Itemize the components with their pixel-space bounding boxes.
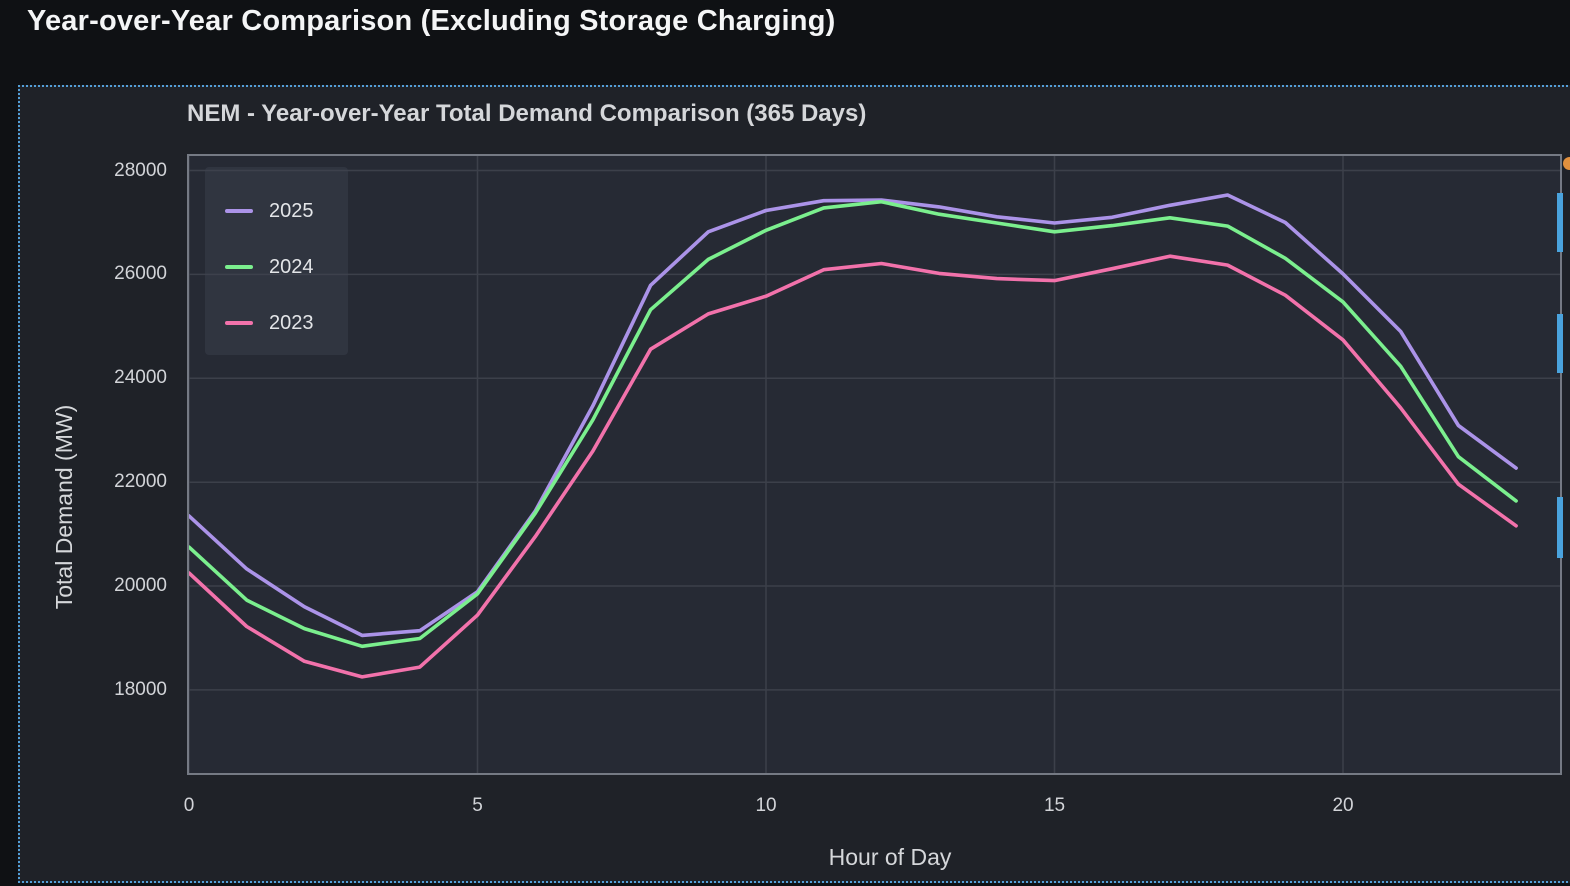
legend-label: 2025: [269, 199, 314, 222]
x-axis-label: Hour of Day: [828, 844, 952, 870]
page-title: Year-over-Year Comparison (Excluding Sto…: [27, 5, 836, 37]
series-line-2025: [189, 193, 1518, 638]
y-tick-label: 20000: [114, 575, 167, 597]
x-tick-label: 0: [183, 795, 195, 816]
plot-area: 2025 2024 2023: [187, 154, 1562, 775]
x-tick-label: 20: [1332, 795, 1354, 816]
clipped-right-edge-element: [1557, 193, 1563, 252]
legend-item-2024: 2024: [225, 239, 348, 295]
clipped-right-edge-element: [1557, 497, 1563, 558]
y-axis-label: Total Demand (MW): [51, 404, 77, 610]
y-tick-label: 18000: [114, 678, 167, 700]
legend-item-2023: 2023: [225, 295, 348, 351]
chart-legend: 2025 2024 2023: [205, 167, 348, 355]
legend-swatch-icon: [225, 209, 253, 213]
x-tick-label: 5: [472, 795, 483, 816]
y-tick-label: 24000: [114, 367, 167, 389]
y-tick-label: 28000: [114, 159, 167, 181]
chart-canvas: [189, 156, 1560, 773]
series-line-2023: [189, 254, 1518, 679]
y-tick-label: 26000: [114, 263, 167, 285]
x-tick-label: 15: [1043, 795, 1066, 816]
clipped-right-edge-element: [1557, 314, 1563, 373]
legend-swatch-icon: [225, 321, 253, 325]
series-line-2024: [189, 199, 1518, 649]
legend-item-2025: 2025: [225, 183, 348, 239]
legend-label: 2023: [269, 311, 314, 334]
chart-panel[interactable]: NEM - Year-over-Year Total Demand Compar…: [18, 85, 1570, 883]
legend-label: 2024: [269, 255, 314, 278]
legend-swatch-icon: [225, 265, 253, 269]
clipped-orange-dot: [1563, 157, 1570, 170]
y-tick-label: 22000: [114, 471, 167, 493]
x-tick-label: 10: [755, 795, 777, 816]
chart-title: NEM - Year-over-Year Total Demand Compar…: [187, 100, 867, 127]
